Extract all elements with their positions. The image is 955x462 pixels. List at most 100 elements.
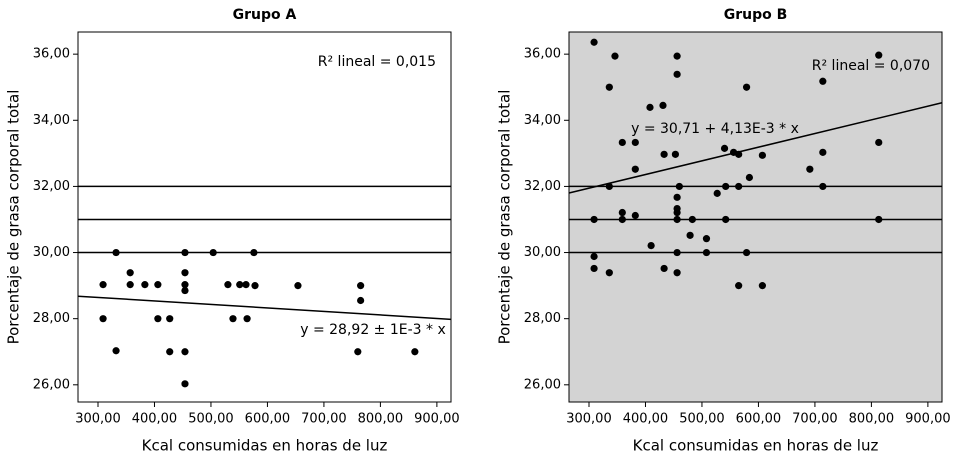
x-tick-label: 500,00 [679,412,725,427]
point [631,138,639,147]
point [735,182,743,191]
point [875,51,883,59]
point [713,189,721,197]
point [735,150,743,158]
point [181,286,189,295]
point [647,242,655,250]
point [605,269,613,277]
point [99,281,107,289]
point [671,150,680,158]
x-tick-label: 400,00 [623,412,669,427]
y-tick-label: 30,00 [524,245,561,260]
y-tick-label: 28,00 [33,311,70,326]
point [229,315,237,323]
point [631,165,639,173]
point [141,281,149,289]
r2-label: R² lineal = 0,015 [318,54,436,70]
point [742,83,751,91]
point [126,281,134,289]
plot-area [568,31,943,403]
point [875,215,883,224]
point [745,173,754,182]
point [154,315,162,323]
y-axis-label: Porcentaje de grasa corporal total [5,90,23,345]
point [590,264,598,273]
point [411,348,419,356]
y-axis-label: Porcentaje de grasa corporal total [496,90,514,345]
y-tick-label: 36,00 [524,47,561,62]
y-tick-label: 34,00 [524,113,561,128]
x-tick-label: 900,00 [905,412,951,427]
x-tick-label: 700,00 [301,412,347,427]
point [702,248,711,257]
point [758,282,766,290]
point [181,269,189,277]
point [294,282,302,290]
point [673,215,681,224]
point [181,348,189,356]
point [112,347,120,355]
point [154,281,162,289]
point [209,248,217,257]
point [673,269,681,277]
point [99,315,107,323]
point [742,248,751,257]
x-tick-label: 700,00 [792,412,838,427]
point [673,248,681,257]
point [250,248,258,257]
point [735,282,743,290]
point [686,231,694,239]
point [618,215,626,224]
point [660,150,668,158]
point [631,211,639,220]
point [806,165,814,173]
point [673,70,681,78]
point [590,252,598,261]
x-tick-label: 300,00 [566,412,612,427]
y-tick-label: 32,00 [33,179,70,194]
y-tick-label: 34,00 [33,113,70,128]
point [618,208,626,217]
point [722,215,730,224]
fit-line [77,295,452,321]
x-tick-label: 900,00 [414,412,460,427]
point [720,144,729,152]
y-tick-label: 30,00 [33,245,70,260]
chart-title: Grupo A [233,7,297,23]
y-tick-label: 26,00 [33,377,70,392]
point [242,281,250,289]
point [251,282,259,290]
y-tick-label: 26,00 [524,377,561,392]
x-tick-label: 800,00 [358,412,404,427]
point [605,83,613,91]
x-tick-label: 500,00 [188,412,234,427]
plot-area [77,31,452,403]
point [590,38,598,46]
point [675,182,683,191]
x-tick-label: 600,00 [245,412,291,427]
point [236,281,244,289]
r2-label: R² lineal = 0,070 [812,58,930,74]
point [819,182,827,191]
point [354,348,362,356]
point [357,296,365,305]
y-tick-label: 32,00 [524,179,561,194]
point [646,103,654,111]
point [166,315,174,323]
point [611,52,619,60]
equation: y = 28,92 ± 1E-3 * x [300,322,446,338]
chart-title: Grupo B [724,7,788,23]
x-axis-label: Kcal consumidas en horas de luz [633,437,879,455]
point [357,282,365,290]
point [702,235,711,243]
point [243,315,251,323]
x-tick-label: 400,00 [132,412,178,427]
point [224,281,232,289]
point [758,151,766,159]
point [605,182,613,191]
equation: y = 30,71 + 4,13E-3 * x [631,121,799,137]
point [673,52,681,60]
point [875,138,883,147]
point [181,248,189,257]
